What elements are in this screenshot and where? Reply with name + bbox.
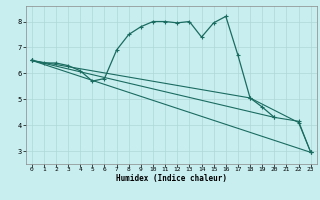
X-axis label: Humidex (Indice chaleur): Humidex (Indice chaleur) [116, 174, 227, 183]
